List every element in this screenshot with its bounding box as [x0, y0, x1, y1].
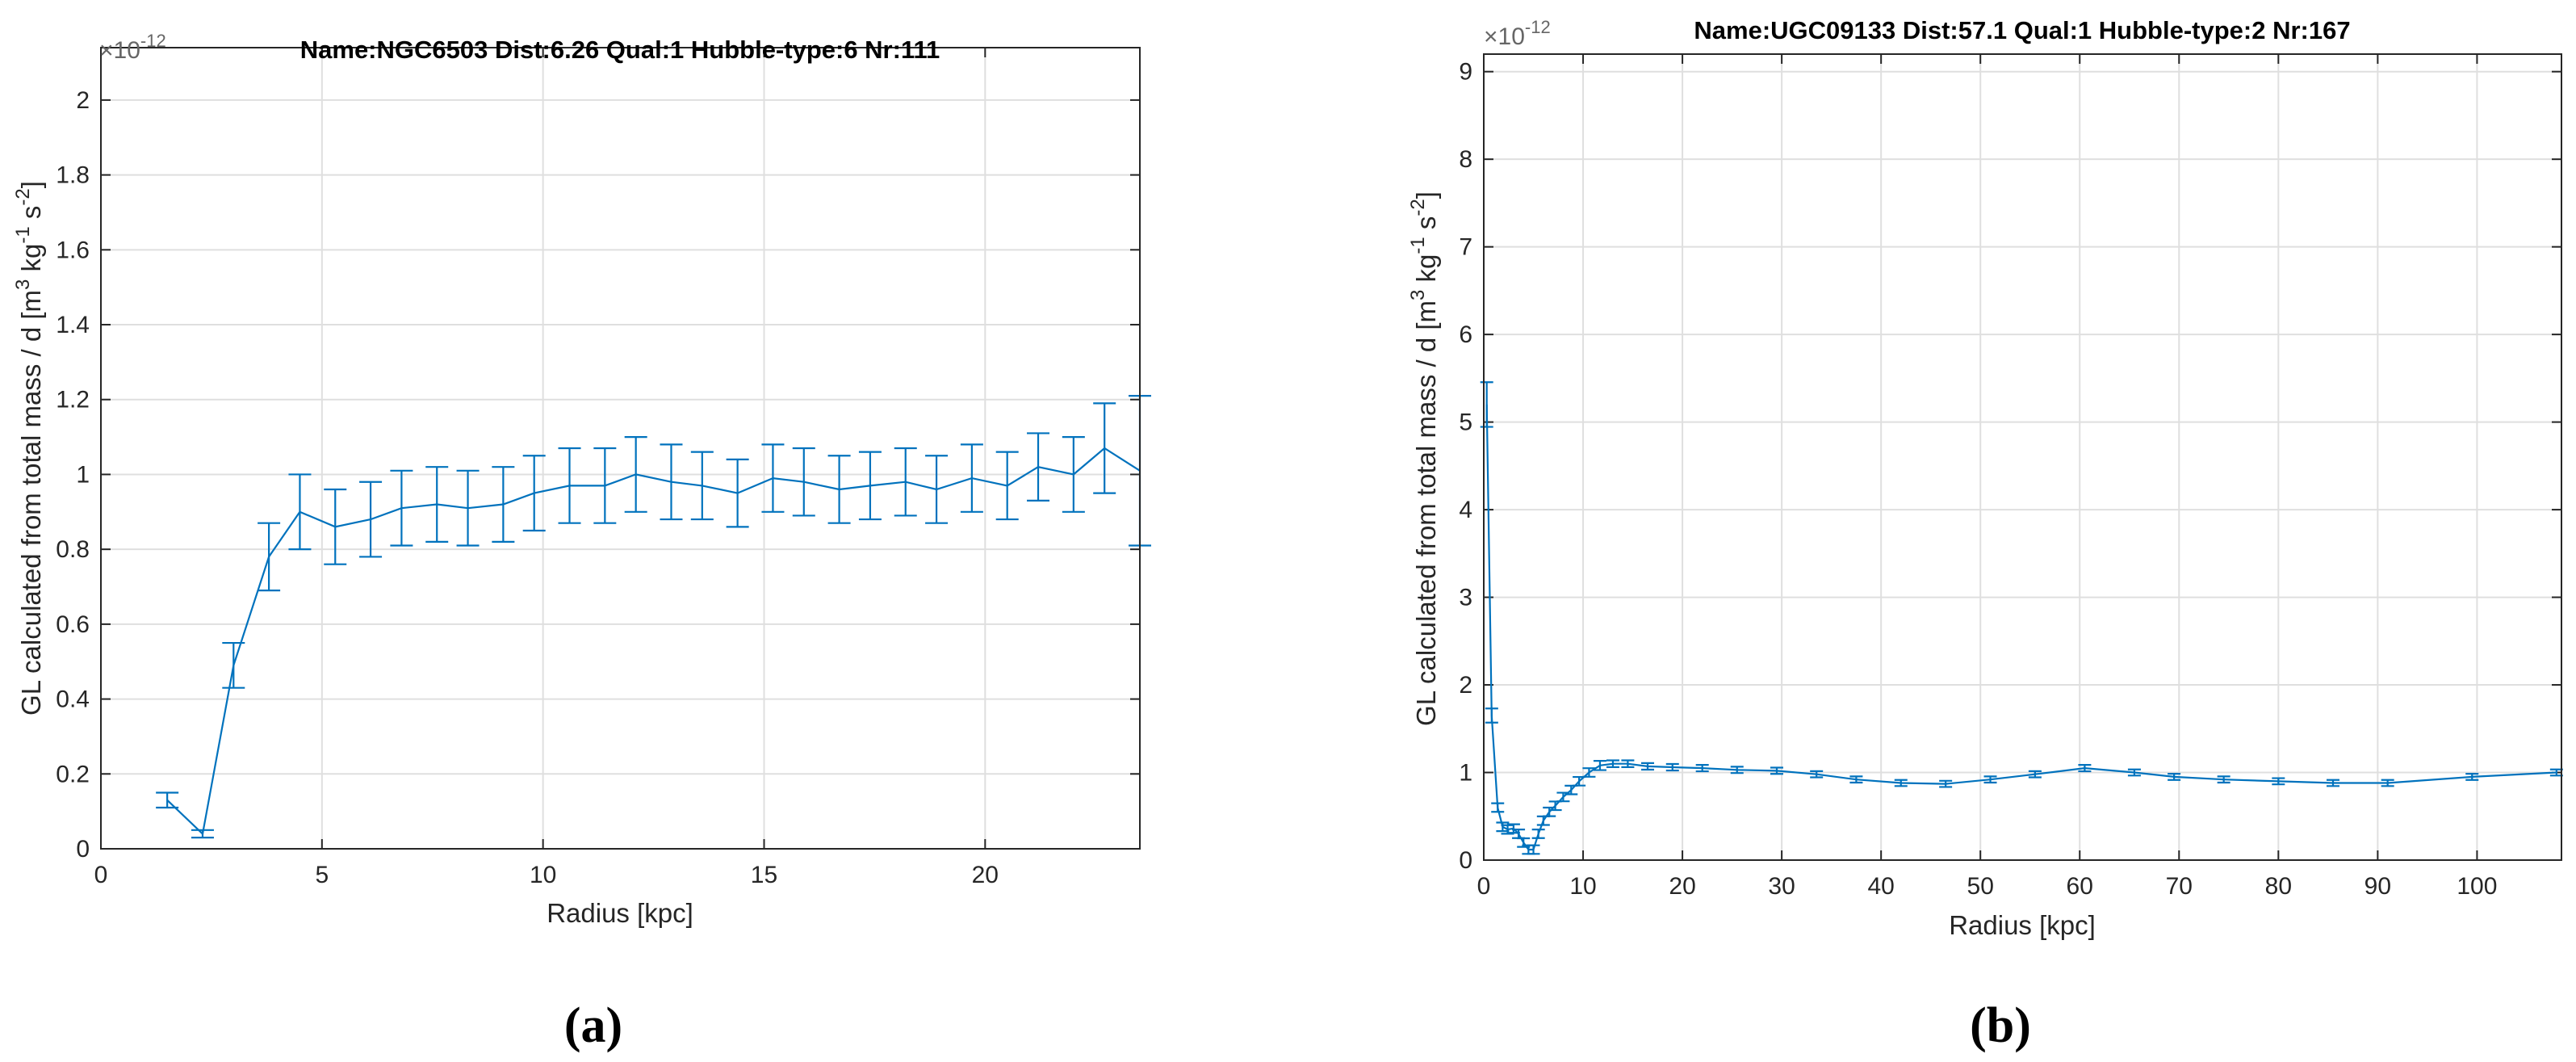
chart-title-a: Name:NGC6503 Dist:6.26 Qual:1 Hubble-typ… [300, 36, 940, 64]
x-tick-label: 20 [972, 862, 999, 888]
x-axis-label-a: Radius [kpc] [547, 898, 693, 928]
x-tick-label: 15 [751, 862, 777, 888]
y-tick-label: 7 [1459, 234, 1472, 261]
y-tick-label: 2 [76, 87, 90, 114]
exponent-power-b: -12 [1525, 17, 1551, 37]
series-b [1480, 381, 2563, 855]
chart-a: 0 5 10 15 20 0 0.2 0.4 0.6 0.8 1 1.2 1.4 1.6 1.8 2 Name… [12, 31, 1151, 1053]
x-tick-label: 90 [2364, 873, 2391, 900]
y-tick-label: 0.4 [56, 686, 90, 713]
caption-a: (a) [564, 998, 622, 1053]
y-tick-label: 6 [1459, 321, 1472, 348]
exponent-base-b: ×10 [1484, 23, 1525, 50]
exponent-label-a: ×10-12 [99, 31, 166, 64]
x-tick-label: 0 [94, 862, 108, 888]
grid-a [101, 48, 1140, 849]
y-tick-label: 8 [1459, 146, 1472, 173]
x-tick-label: 40 [1867, 873, 1894, 900]
y-tick-label: 4 [1459, 497, 1472, 523]
x-tick-label: 10 [1569, 873, 1596, 900]
x-tick-label: 70 [2166, 873, 2193, 900]
axes-frame-b [1483, 53, 2562, 861]
y-axis-label-a: GL calculated from total mass / d [m3 kg… [12, 181, 46, 716]
y-tick-label: 0 [76, 836, 90, 863]
ticks-b: 0 10 20 30 40 50 60 70 80 90 100 0 1 2 3 4 5 6 7 8 9 [1459, 54, 2561, 900]
x-tick-label: 100 [2457, 873, 2497, 900]
y-tick-label: 1 [1459, 760, 1472, 787]
y-tick-label: 5 [1459, 409, 1472, 436]
series-a [156, 395, 1151, 839]
x-axis-label-b: Radius [kpc] [1949, 910, 2096, 940]
y-axis-label-b: GL calculated from total mass / d [m3 kg… [1407, 191, 1441, 726]
exponent-label-b: ×10-12 [1484, 17, 1551, 50]
y-tick-label: 1.4 [56, 312, 90, 338]
y-tick-label: 0.6 [56, 611, 90, 638]
y-tick-label: 1.2 [56, 387, 90, 413]
x-tick-label: 5 [315, 862, 329, 888]
chart-title-b: Name:UGC09133 Dist:57.1 Qual:1 Hubble-ty… [1694, 16, 2350, 44]
chart-b: 0 10 20 30 40 50 60 70 80 90 100 0 1 2 3 4 5 6 7 8 9 Name:UG… [1407, 16, 2563, 1053]
x-tick-label: 20 [1669, 873, 1695, 900]
axes-frame-a [100, 47, 1141, 850]
x-tick-label: 80 [2265, 873, 2292, 900]
x-tick-label: 50 [1967, 873, 1994, 900]
y-tick-label: 1 [76, 461, 90, 488]
series-line [166, 447, 1141, 836]
y-tick-label: 0.2 [56, 761, 90, 787]
series-line [1485, 404, 2557, 851]
y-tick-label: 0 [1459, 847, 1472, 874]
y-tick-label: 1.6 [56, 237, 90, 263]
grid-b [1484, 54, 2561, 860]
x-tick-label: 30 [1768, 873, 1795, 900]
x-tick-label: 10 [530, 862, 556, 888]
y-tick-label: 3 [1459, 585, 1472, 611]
y-tick-label: 9 [1459, 59, 1472, 86]
y-tick-label: 2 [1459, 672, 1472, 699]
y-tick-label: 1.8 [56, 162, 90, 189]
x-tick-label: 60 [2067, 873, 2093, 900]
caption-b: (b) [1970, 998, 2031, 1053]
ticks-a: 0 5 10 15 20 0 0.2 0.4 0.6 0.8 1 1.2 1.4 1.6 1.8 2 [56, 48, 1140, 888]
exponent-base-a: ×10 [99, 37, 140, 64]
exponent-power-a: -12 [140, 31, 166, 51]
y-tick-label: 0.8 [56, 536, 90, 563]
x-tick-label: 0 [1477, 873, 1491, 900]
